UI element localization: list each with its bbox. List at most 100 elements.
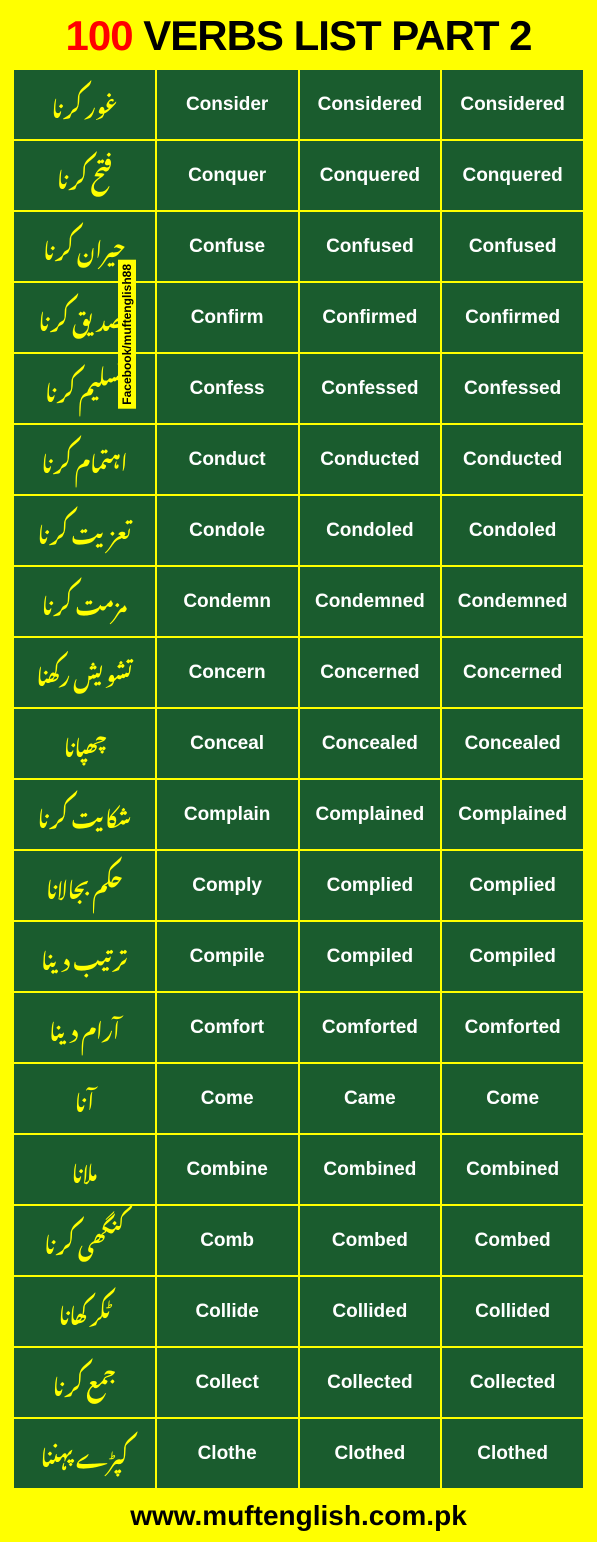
english-cell: Consider (157, 70, 298, 139)
english-cell: Collide (157, 1277, 298, 1346)
table-row: جمع کرناCollectCollectedCollected (14, 1348, 583, 1417)
english-cell: Confused (442, 212, 583, 281)
english-cell: Condemned (300, 567, 441, 636)
title-rest: VERBS LIST PART 2 (133, 12, 532, 59)
urdu-cell: کنگھی کرنا (14, 1206, 155, 1275)
table-row: ترتیب دیناCompileCompiledCompiled (14, 922, 583, 991)
english-cell: Confess (157, 354, 298, 423)
verbs-table-container: غور کرناConsiderConsideredConsideredفتح … (0, 68, 597, 1490)
title-number: 100 (65, 12, 132, 59)
english-cell: Collided (442, 1277, 583, 1346)
english-cell: Confuse (157, 212, 298, 281)
table-row: ملاناCombineCombinedCombined (14, 1135, 583, 1204)
english-cell: Condoled (442, 496, 583, 565)
english-cell: Confirmed (442, 283, 583, 352)
urdu-cell: تشویش رکھنا (14, 638, 155, 707)
english-cell: Came (300, 1064, 441, 1133)
english-cell: Combined (442, 1135, 583, 1204)
english-cell: Collected (442, 1348, 583, 1417)
english-cell: Confused (300, 212, 441, 281)
english-cell: Comforted (300, 993, 441, 1062)
english-cell: Concealed (442, 709, 583, 778)
english-cell: Comforted (442, 993, 583, 1062)
english-cell: Conceal (157, 709, 298, 778)
urdu-cell: ملانا (14, 1135, 155, 1204)
english-cell: Concern (157, 638, 298, 707)
urdu-cell: ٹکر کھانا (14, 1277, 155, 1346)
english-cell: Conquered (300, 141, 441, 210)
urdu-cell: شکایت کرنا (14, 780, 155, 849)
english-cell: Confirmed (300, 283, 441, 352)
urdu-cell: تعزیت کرنا (14, 496, 155, 565)
urdu-cell: غور کرنا (14, 70, 155, 139)
english-cell: Combed (442, 1206, 583, 1275)
urdu-cell: اہتمام کرنا (14, 425, 155, 494)
english-cell: Confessed (442, 354, 583, 423)
english-cell: Compiled (442, 922, 583, 991)
english-cell: Collected (300, 1348, 441, 1417)
english-cell: Confirm (157, 283, 298, 352)
english-cell: Compile (157, 922, 298, 991)
english-cell: Conducted (442, 425, 583, 494)
english-cell: Combed (300, 1206, 441, 1275)
english-cell: Conduct (157, 425, 298, 494)
english-cell: Complained (300, 780, 441, 849)
table-row: مزمت کرناCondemnCondemnedCondemned (14, 567, 583, 636)
website-url: www.muftenglish.com.pk (0, 1490, 597, 1542)
english-cell: Collect (157, 1348, 298, 1417)
table-row: ٹکر کھاناCollideCollidedCollided (14, 1277, 583, 1346)
table-row: کپڑے پہنناClotheClothedClothed (14, 1419, 583, 1488)
urdu-cell: چھپانا (14, 709, 155, 778)
table-row: فتح کرناConquerConqueredConquered (14, 141, 583, 210)
table-row: آرام دیناComfortComfortedComforted (14, 993, 583, 1062)
english-cell: Considered (442, 70, 583, 139)
english-cell: Comply (157, 851, 298, 920)
urdu-cell: ترتیب دینا (14, 922, 155, 991)
table-row: غور کرناConsiderConsideredConsidered (14, 70, 583, 139)
table-row: آناComeCameCome (14, 1064, 583, 1133)
english-cell: Comb (157, 1206, 298, 1275)
english-cell: Concerned (442, 638, 583, 707)
table-row: تعزیت کرناCondoleCondoledCondoled (14, 496, 583, 565)
table-row: حیران کرناConfuseConfusedConfused (14, 212, 583, 281)
english-cell: Comfort (157, 993, 298, 1062)
urdu-cell: آنا (14, 1064, 155, 1133)
english-cell: Combine (157, 1135, 298, 1204)
urdu-cell: مزمت کرنا (14, 567, 155, 636)
urdu-cell: جمع کرنا (14, 1348, 155, 1417)
english-cell: Condole (157, 496, 298, 565)
english-cell: Come (442, 1064, 583, 1133)
english-cell: Clothed (300, 1419, 441, 1488)
table-row: اہتمام کرناConductConductedConducted (14, 425, 583, 494)
english-cell: Conquer (157, 141, 298, 210)
table-row: تشویش رکھناConcernConcernedConcerned (14, 638, 583, 707)
english-cell: Condemn (157, 567, 298, 636)
table-row: شکایت کرناComplainComplainedComplained (14, 780, 583, 849)
urdu-cell: فتح کرنا (14, 141, 155, 210)
english-cell: Considered (300, 70, 441, 139)
table-row: حکم بجالاناComplyCompliedComplied (14, 851, 583, 920)
facebook-handle: Facebook/muftenglish88 (118, 260, 136, 409)
english-cell: Conducted (300, 425, 441, 494)
table-row: تسلیم کرناConfessConfessedConfessed (14, 354, 583, 423)
table-row: کنگھی کرناCombCombedCombed (14, 1206, 583, 1275)
english-cell: Condoled (300, 496, 441, 565)
english-cell: Compiled (300, 922, 441, 991)
urdu-cell: آرام دینا (14, 993, 155, 1062)
english-cell: Condemned (442, 567, 583, 636)
english-cell: Collided (300, 1277, 441, 1346)
english-cell: Clothe (157, 1419, 298, 1488)
english-cell: Conquered (442, 141, 583, 210)
table-row: تصدیق کرناConfirmConfirmedConfirmed (14, 283, 583, 352)
english-cell: Come (157, 1064, 298, 1133)
urdu-cell: حکم بجالانا (14, 851, 155, 920)
english-cell: Complied (300, 851, 441, 920)
english-cell: Concealed (300, 709, 441, 778)
english-cell: Confessed (300, 354, 441, 423)
english-cell: Complied (442, 851, 583, 920)
english-cell: Combined (300, 1135, 441, 1204)
table-row: چھپاناConcealConcealedConcealed (14, 709, 583, 778)
english-cell: Complain (157, 780, 298, 849)
english-cell: Concerned (300, 638, 441, 707)
page-title: 100 VERBS LIST PART 2 (0, 0, 597, 68)
